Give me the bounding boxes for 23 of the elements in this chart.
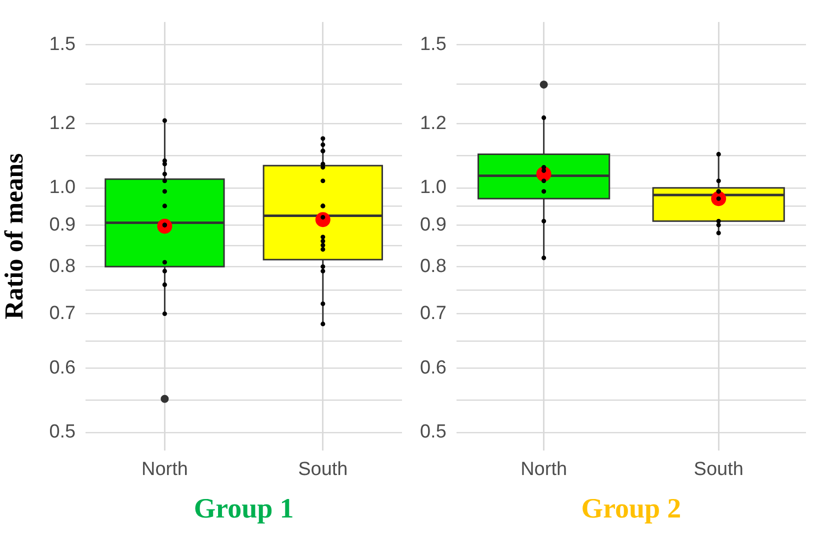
y-tick-label: 0.8 (420, 256, 446, 277)
x-tick-label: South (694, 459, 744, 480)
y-tick-label: 0.5 (49, 422, 76, 443)
y-tick-label: 0.7 (49, 302, 76, 324)
y-tick-label: 0.6 (49, 357, 76, 378)
y-tick-label: 0.9 (49, 214, 76, 236)
y-tick-label: 1.0 (49, 177, 76, 198)
y-tick-label: 0.5 (420, 422, 446, 443)
x-tick-label: South (298, 459, 348, 480)
y-tick-label: 0.8 (49, 256, 76, 277)
y-tick-label: 1.2 (49, 112, 76, 134)
y-tick-label: 0.9 (420, 214, 446, 236)
x-tick-label: North (520, 459, 568, 480)
x-tick-label: North (141, 459, 188, 480)
y-tick-label: 1.5 (49, 34, 76, 56)
y-tick-label: 0.7 (420, 302, 446, 324)
x-axis-title: Group 2 (581, 493, 682, 524)
y-axis-title: Ratio of means (0, 153, 28, 320)
y-tick-label: 1.5 (420, 34, 446, 56)
y-tick-label: 0.6 (420, 357, 446, 378)
x-axis-title: Group 1 (194, 493, 294, 524)
y-tick-label: 1.2 (420, 112, 446, 134)
y-tick-label: 1.0 (420, 177, 446, 198)
